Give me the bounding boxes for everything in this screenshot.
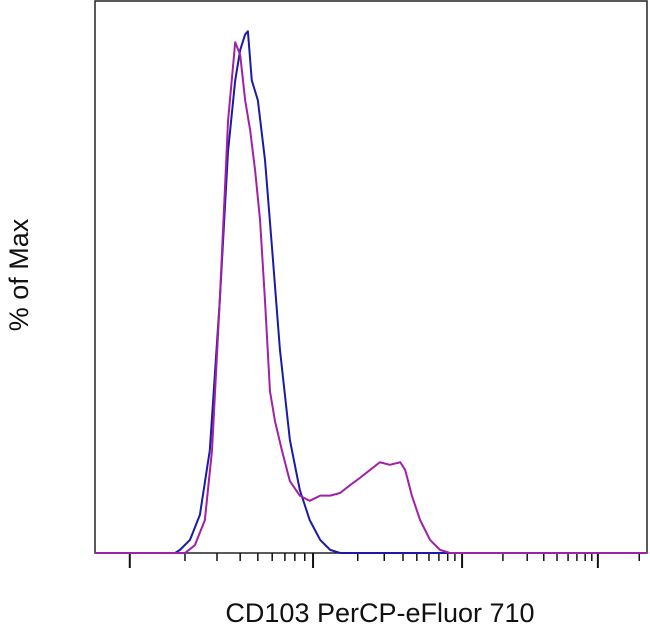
series-line xyxy=(95,41,647,554)
x-axis-label: CD103 PerCP-eFluor 710 xyxy=(225,598,534,628)
series-line xyxy=(95,30,647,554)
y-axis-label: % of Max xyxy=(4,218,34,331)
